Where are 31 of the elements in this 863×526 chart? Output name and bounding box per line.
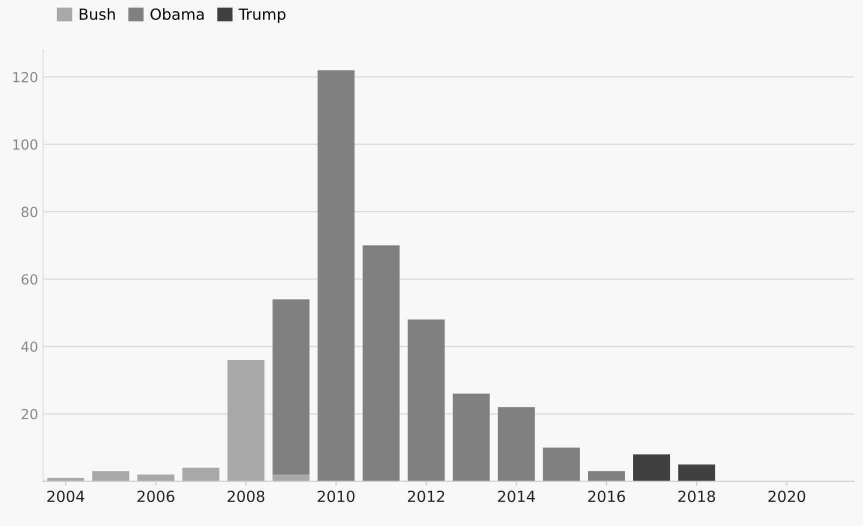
bar: [92, 471, 130, 482]
bar: [408, 320, 445, 482]
x-tick-label: 2018: [678, 490, 716, 502]
bar: [633, 454, 670, 482]
x-tick-label: 2010: [318, 490, 355, 502]
x-tick-label: 2006: [138, 490, 174, 502]
bar: [588, 471, 625, 482]
legend-label: Trump: [238, 8, 286, 23]
x-tick-label: 2012: [408, 490, 444, 502]
bar: [542, 448, 580, 482]
x-tick-label: 2004: [47, 490, 84, 502]
y-tick-label: 20: [22, 408, 38, 420]
y-tick-label: 100: [13, 139, 38, 150]
y-tick-label: 80: [22, 206, 38, 218]
x-tick-label: 2016: [588, 490, 625, 502]
legend-label: Obama: [150, 8, 204, 20]
bar: [182, 468, 220, 482]
bar: [227, 360, 264, 482]
legend-label: Bush: [80, 8, 115, 20]
bar: [318, 70, 355, 482]
bar: [498, 407, 535, 482]
bar: [272, 299, 310, 475]
bar: [678, 464, 716, 482]
x-tick-label: 2008: [228, 490, 264, 502]
y-tick-label: 60: [22, 274, 38, 285]
x-tick-label: 2020: [768, 490, 806, 502]
y-tick-label: 40: [21, 341, 38, 352]
bar: [452, 394, 490, 482]
bar: [362, 245, 400, 482]
y-tick-label: 120: [13, 72, 38, 82]
x-tick-label: 2014: [498, 490, 535, 502]
